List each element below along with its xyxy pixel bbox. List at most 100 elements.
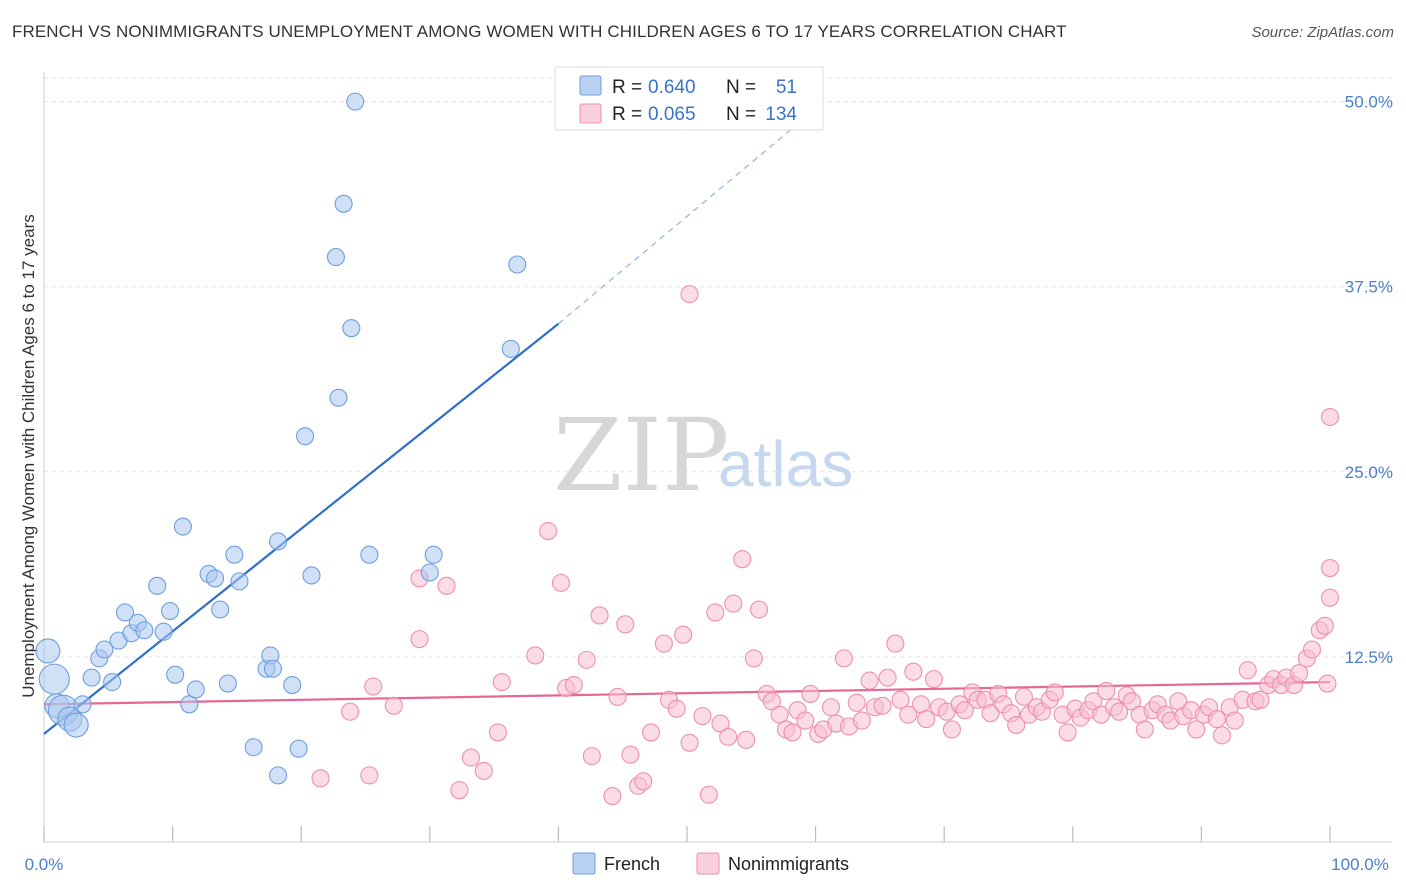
legend-french-r-value: 0.640 — [648, 77, 696, 98]
legend-nonimmigrants-r-value: 0.065 — [648, 104, 696, 125]
nonimmigrants-point — [492, 673, 511, 692]
x-tick-label-max: 100.0% — [1331, 855, 1389, 874]
nonimmigrants-point — [526, 646, 545, 665]
french-point — [289, 739, 308, 758]
nonimmigrants-point — [924, 670, 943, 689]
nonimmigrants-point — [654, 634, 673, 653]
nonimmigrants-point — [1225, 711, 1244, 730]
french-point — [508, 255, 527, 274]
nonimmigrants-point — [384, 696, 403, 715]
legend-nonimmigrants-r-label: R = — [612, 104, 642, 125]
nonimmigrants-point — [577, 650, 596, 669]
french-point — [211, 600, 230, 619]
nonimmigrants-point — [1097, 681, 1116, 701]
nonimmigrants-point — [733, 550, 752, 569]
french-point — [148, 576, 167, 595]
nonimmigrants-point — [1110, 702, 1129, 721]
bottom-legend: French Nonimmigrants — [572, 852, 849, 875]
legend-french-n-label: N = — [726, 77, 756, 98]
french-point — [360, 545, 379, 564]
watermark-zip: ZIP — [553, 397, 729, 514]
legend-french-n-value: 51 — [776, 77, 797, 98]
nonimmigrants-point — [474, 761, 493, 780]
french-point — [135, 621, 154, 640]
nonimmigrants-point — [1014, 687, 1033, 706]
bottom-legend-french-swatch — [572, 852, 596, 875]
y-axis-label: Unemployment Among Women with Children A… — [19, 214, 38, 698]
trend-lines — [43, 108, 1331, 735]
nonimmigrants-point — [1135, 720, 1154, 739]
french-point — [302, 566, 321, 585]
nonimmigrants-point — [873, 696, 892, 715]
trend-line-french-extension — [558, 108, 816, 325]
y-tick-label: 50.0% — [1345, 93, 1393, 112]
french-point — [230, 572, 249, 591]
nonimmigrants-point — [821, 698, 841, 717]
nonimmigrants-point — [1320, 559, 1340, 578]
french-point — [269, 766, 288, 785]
series-french — [35, 92, 527, 785]
nonimmigrants-point — [749, 600, 769, 619]
nonimmigrants-point — [737, 730, 756, 749]
nonimmigrants-point — [680, 285, 699, 304]
nonimmigrants-point — [1084, 692, 1103, 711]
nonimmigrants-point — [621, 745, 640, 764]
nonimmigrants-point — [616, 615, 635, 634]
nonimmigrants-point — [634, 772, 653, 791]
nonimmigrants-point — [942, 720, 961, 739]
nonimmigrants-point — [904, 662, 923, 681]
nonimmigrants-point — [488, 723, 508, 742]
y-tick-labels: 12.5% 25.0% 37.5% 50.0% — [1345, 93, 1393, 667]
nonimmigrants-point — [706, 603, 725, 622]
french-point — [326, 248, 345, 267]
y-tick-label: 25.0% — [1345, 463, 1393, 482]
nonimmigrants-point — [847, 693, 866, 712]
french-point — [95, 640, 114, 659]
french-point — [346, 92, 365, 111]
nonimmigrants-point — [1320, 407, 1340, 427]
trend-line-nonimmigrants — [43, 680, 1331, 706]
nonimmigrants-point — [917, 710, 936, 729]
french-point — [166, 665, 185, 684]
nonimmigrants-point — [801, 684, 820, 703]
bottom-legend-nonimmigrants-swatch — [696, 852, 720, 875]
nonimmigrants-point — [744, 649, 763, 668]
nonimmigrants-point — [886, 634, 905, 653]
french-point — [115, 603, 135, 622]
french-point — [296, 427, 315, 446]
nonimmigrants-point — [1238, 661, 1257, 680]
nonimmigrants-point — [590, 606, 609, 625]
legend-nonimmigrants-swatch — [579, 103, 602, 124]
french-point — [218, 674, 237, 693]
nonimmigrants-point — [1122, 692, 1142, 711]
nonimmigrants-point — [1290, 664, 1309, 683]
nonimmigrants-point — [551, 573, 571, 592]
nonimmigrants-point — [711, 714, 730, 733]
french-point — [342, 319, 361, 338]
legend-nonimmigrants-n-value: 134 — [765, 104, 797, 125]
french-point — [173, 517, 192, 536]
legend-box: R = 0.640 N = 51 R = 0.065 N = 134 — [554, 66, 824, 131]
nonimmigrants-point — [311, 769, 330, 788]
nonimmigrants-point — [450, 781, 469, 800]
nonimmigrants-point — [899, 705, 918, 724]
nonimmigrants-point — [603, 787, 622, 806]
source-label: Source: ZipAtlas.com — [1251, 24, 1394, 41]
y-tick-label: 12.5% — [1345, 648, 1393, 667]
series-nonimmigrants — [311, 285, 1340, 806]
nonimmigrants-point — [1315, 616, 1334, 635]
axes — [43, 72, 1392, 843]
french-point — [63, 712, 89, 738]
chart-title: FRENCH VS NONIMMIGRANTS UNEMPLOYMENT AMO… — [12, 22, 1067, 41]
nonimmigrants-point — [762, 692, 781, 711]
x-ticks — [43, 826, 1331, 842]
nonimmigrants-point — [1007, 715, 1026, 735]
trend-line-french — [43, 322, 560, 735]
nonimmigrants-point — [693, 707, 712, 726]
nonimmigrants-point — [341, 702, 360, 721]
french-point — [154, 622, 173, 641]
legend-french-swatch — [579, 75, 602, 96]
nonimmigrants-point — [1320, 588, 1340, 607]
french-point — [35, 638, 61, 664]
nonimmigrants-point — [674, 625, 693, 644]
